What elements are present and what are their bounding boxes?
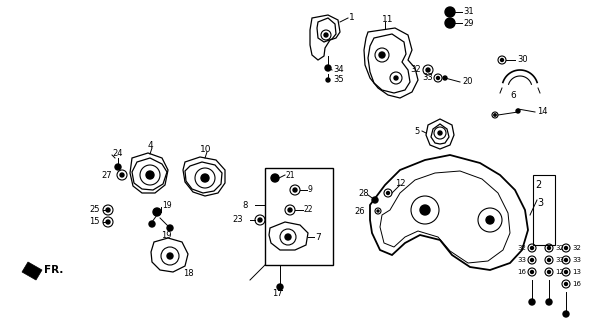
- Text: 6: 6: [510, 91, 516, 100]
- Circle shape: [167, 225, 173, 231]
- Text: 3: 3: [537, 198, 543, 208]
- Circle shape: [379, 52, 385, 58]
- Text: 27: 27: [101, 171, 112, 180]
- Circle shape: [494, 114, 496, 116]
- Circle shape: [445, 7, 455, 17]
- Circle shape: [420, 205, 430, 215]
- Circle shape: [547, 259, 550, 261]
- Circle shape: [547, 270, 550, 274]
- Circle shape: [565, 259, 568, 261]
- Circle shape: [547, 246, 550, 250]
- Circle shape: [394, 76, 398, 80]
- Text: 11: 11: [382, 14, 393, 23]
- Circle shape: [258, 218, 262, 222]
- Circle shape: [293, 188, 297, 192]
- Circle shape: [146, 171, 154, 179]
- Text: 33: 33: [572, 257, 581, 263]
- Circle shape: [377, 210, 379, 212]
- Circle shape: [288, 208, 292, 212]
- Circle shape: [120, 173, 124, 177]
- Text: 32: 32: [572, 245, 581, 251]
- Text: 32: 32: [555, 245, 564, 251]
- Text: 19: 19: [162, 201, 171, 210]
- Circle shape: [546, 299, 552, 305]
- Circle shape: [426, 68, 430, 72]
- Circle shape: [438, 131, 442, 135]
- Text: FR.: FR.: [44, 265, 63, 275]
- Circle shape: [386, 191, 389, 195]
- Circle shape: [285, 234, 291, 240]
- Text: 32: 32: [517, 245, 526, 251]
- Circle shape: [153, 208, 161, 216]
- Text: 31: 31: [463, 7, 473, 17]
- Text: 23: 23: [232, 215, 243, 225]
- Text: 16: 16: [517, 269, 526, 275]
- Text: 21: 21: [286, 171, 296, 180]
- Circle shape: [486, 216, 494, 224]
- Text: 5: 5: [415, 126, 420, 135]
- Text: 8: 8: [242, 201, 248, 210]
- Text: 26: 26: [355, 206, 365, 215]
- Circle shape: [500, 59, 503, 61]
- Circle shape: [167, 253, 173, 259]
- Circle shape: [563, 311, 569, 317]
- Text: 4: 4: [147, 140, 153, 149]
- Bar: [533, 175, 555, 245]
- Text: 33: 33: [422, 74, 433, 83]
- Circle shape: [106, 220, 110, 224]
- Text: 33: 33: [555, 257, 564, 263]
- Circle shape: [325, 65, 331, 71]
- Circle shape: [115, 164, 121, 170]
- Text: 13: 13: [572, 269, 581, 275]
- Text: 25: 25: [90, 205, 100, 214]
- Circle shape: [445, 18, 455, 28]
- Circle shape: [565, 270, 568, 274]
- Circle shape: [565, 246, 568, 250]
- Text: 14: 14: [537, 108, 547, 116]
- Circle shape: [516, 109, 520, 113]
- Text: 22: 22: [304, 205, 313, 214]
- Circle shape: [565, 283, 568, 285]
- Circle shape: [443, 76, 447, 80]
- Polygon shape: [22, 262, 42, 280]
- Text: 35: 35: [333, 76, 344, 84]
- Circle shape: [324, 33, 328, 37]
- Text: 32: 32: [410, 66, 421, 75]
- Circle shape: [529, 299, 535, 305]
- Circle shape: [277, 284, 283, 290]
- Circle shape: [271, 174, 279, 182]
- Text: 33: 33: [517, 257, 526, 263]
- Text: 29: 29: [463, 19, 473, 28]
- Circle shape: [531, 270, 534, 274]
- Bar: [265, 168, 333, 265]
- Text: 20: 20: [462, 77, 472, 86]
- Text: 2: 2: [535, 180, 541, 190]
- Text: 24: 24: [112, 148, 122, 157]
- Text: 12: 12: [555, 269, 564, 275]
- Text: 1: 1: [349, 13, 355, 22]
- Circle shape: [531, 246, 534, 250]
- Text: 7: 7: [315, 233, 321, 242]
- Text: 12: 12: [395, 179, 405, 188]
- Circle shape: [531, 259, 534, 261]
- Text: 17: 17: [272, 290, 282, 299]
- Text: 9: 9: [308, 186, 313, 195]
- Circle shape: [201, 174, 209, 182]
- Text: 16: 16: [572, 281, 581, 287]
- Text: 10: 10: [200, 145, 212, 154]
- Circle shape: [106, 208, 110, 212]
- Text: 34: 34: [333, 66, 344, 75]
- Circle shape: [326, 78, 330, 82]
- Text: 18: 18: [183, 269, 193, 278]
- Circle shape: [436, 76, 439, 79]
- Text: 30: 30: [517, 55, 528, 65]
- Text: 28: 28: [358, 188, 368, 197]
- Text: 19: 19: [161, 230, 171, 239]
- Circle shape: [372, 197, 378, 203]
- Circle shape: [149, 221, 155, 227]
- Text: 15: 15: [90, 218, 100, 227]
